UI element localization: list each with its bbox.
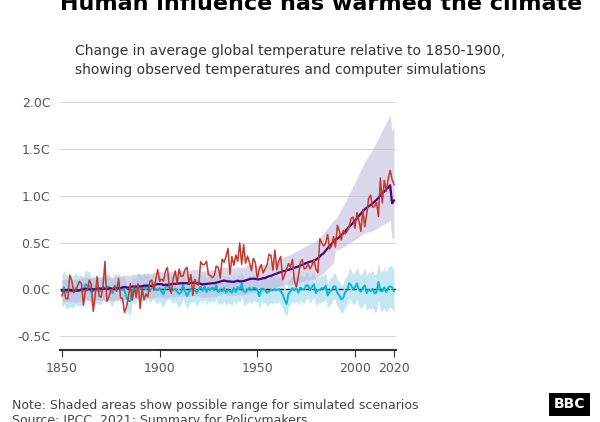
- Text: BBC: BBC: [554, 398, 585, 411]
- Text: Observed: Observed: [0, 421, 1, 422]
- Text: Change in average global temperature relative to 1850-1900,
showing observed tem: Change in average global temperature rel…: [75, 44, 505, 77]
- Text: Note: Shaded areas show possible range for simulated scenarios: Note: Shaded areas show possible range f…: [12, 399, 419, 412]
- Text: Simulated human
& natural factors: Simulated human & natural factors: [0, 421, 1, 422]
- Text: Simulated natural
factors only: Simulated natural factors only: [0, 421, 1, 422]
- Text: Source: IPCC, 2021: Summary for Policymakers: Source: IPCC, 2021: Summary for Policyma…: [12, 414, 308, 422]
- Text: Human influence has warmed the climate: Human influence has warmed the climate: [60, 0, 582, 14]
